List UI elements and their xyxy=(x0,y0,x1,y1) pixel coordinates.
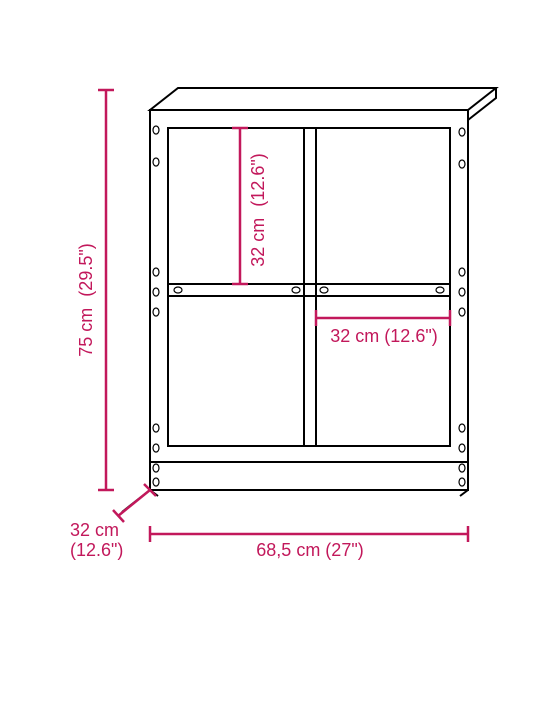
dimension-depth xyxy=(113,484,156,522)
dimension-height xyxy=(98,90,114,490)
cabinet-outline xyxy=(122,88,496,512)
dimension-compartment-height-label: 32 cm (12.6") xyxy=(248,153,268,266)
dimension-height-label: 75 cm (29.5") xyxy=(76,243,96,356)
dimension-width-label: 68,5 cm (27") xyxy=(256,540,363,560)
assembly-holes xyxy=(153,126,465,486)
dimension-compartment-width-label: 32 cm (12.6") xyxy=(330,326,437,346)
dimension-depth-label: 32 cm (12.6") xyxy=(70,520,124,560)
dimension-compartment-height xyxy=(232,128,248,284)
dimension-compartment-width xyxy=(316,310,450,326)
